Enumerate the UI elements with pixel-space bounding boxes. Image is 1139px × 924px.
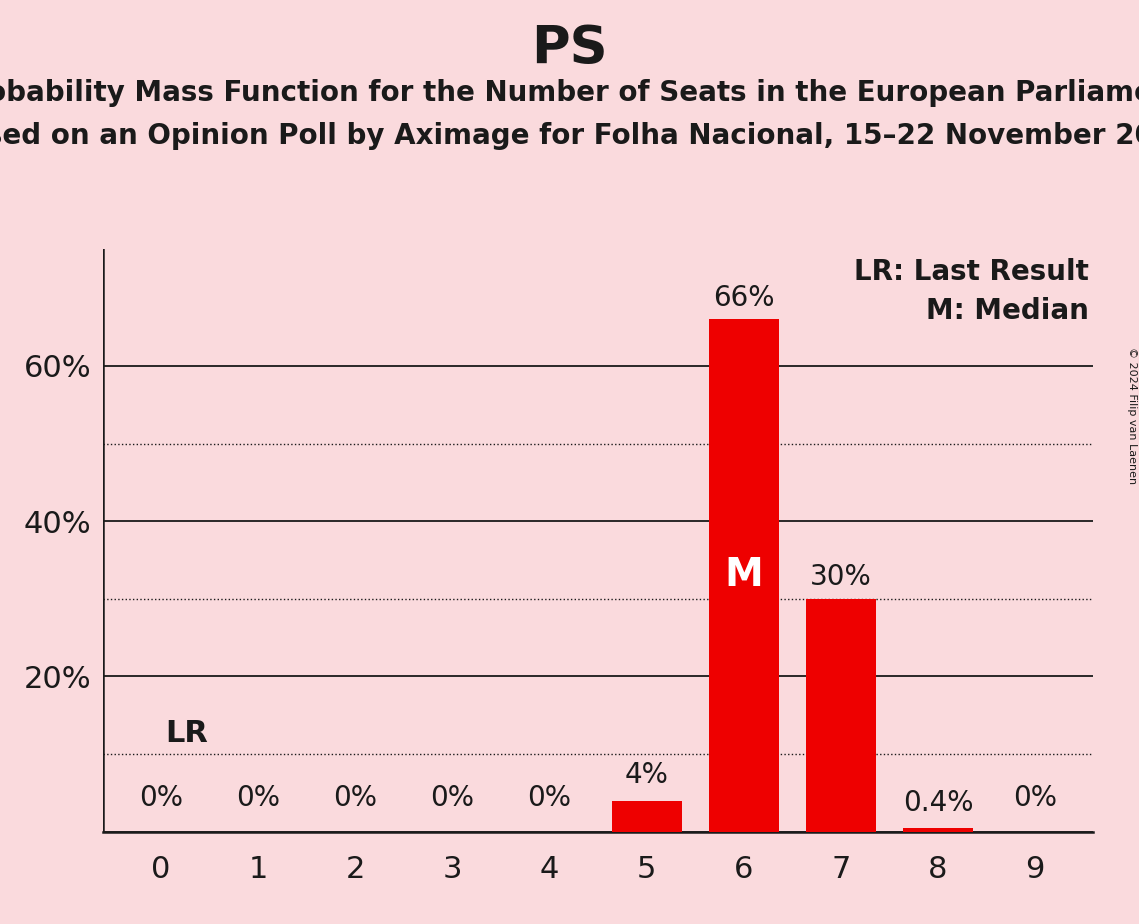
Text: 0%: 0%	[333, 784, 377, 812]
Text: 9: 9	[1025, 855, 1044, 883]
Text: 4: 4	[540, 855, 559, 883]
Text: 0%: 0%	[139, 784, 182, 812]
Text: 1: 1	[248, 855, 268, 883]
Text: 0%: 0%	[431, 784, 474, 812]
Bar	[806, 599, 876, 832]
Text: 0.4%: 0.4%	[903, 789, 973, 817]
Text: PS: PS	[531, 23, 608, 75]
Text: 0%: 0%	[236, 784, 280, 812]
Text: 0: 0	[151, 855, 171, 883]
Text: 2: 2	[345, 855, 364, 883]
Text: M: M	[724, 556, 763, 594]
Text: 8: 8	[928, 855, 948, 883]
Text: 4%: 4%	[624, 760, 669, 789]
Text: LR: Last Result
M: Median: LR: Last Result M: Median	[853, 258, 1089, 325]
Text: Probability Mass Function for the Number of Seats in the European Parliament: Probability Mass Function for the Number…	[0, 79, 1139, 106]
Text: 6: 6	[734, 855, 753, 883]
Text: 3: 3	[442, 855, 462, 883]
Bar	[903, 829, 973, 832]
Text: 66%: 66%	[713, 284, 775, 311]
Text: Based on an Opinion Poll by Aximage for Folha Nacional, 15–22 November 2024: Based on an Opinion Poll by Aximage for …	[0, 122, 1139, 150]
Text: 7: 7	[831, 855, 851, 883]
Text: © 2024 Filip van Laenen: © 2024 Filip van Laenen	[1126, 347, 1137, 484]
Text: 0%: 0%	[527, 784, 572, 812]
Text: 30%: 30%	[810, 563, 871, 591]
Text: 0%: 0%	[1014, 784, 1057, 812]
Text: 5: 5	[637, 855, 656, 883]
Bar	[612, 800, 681, 832]
Bar	[708, 320, 779, 832]
Text: LR: LR	[165, 719, 208, 748]
